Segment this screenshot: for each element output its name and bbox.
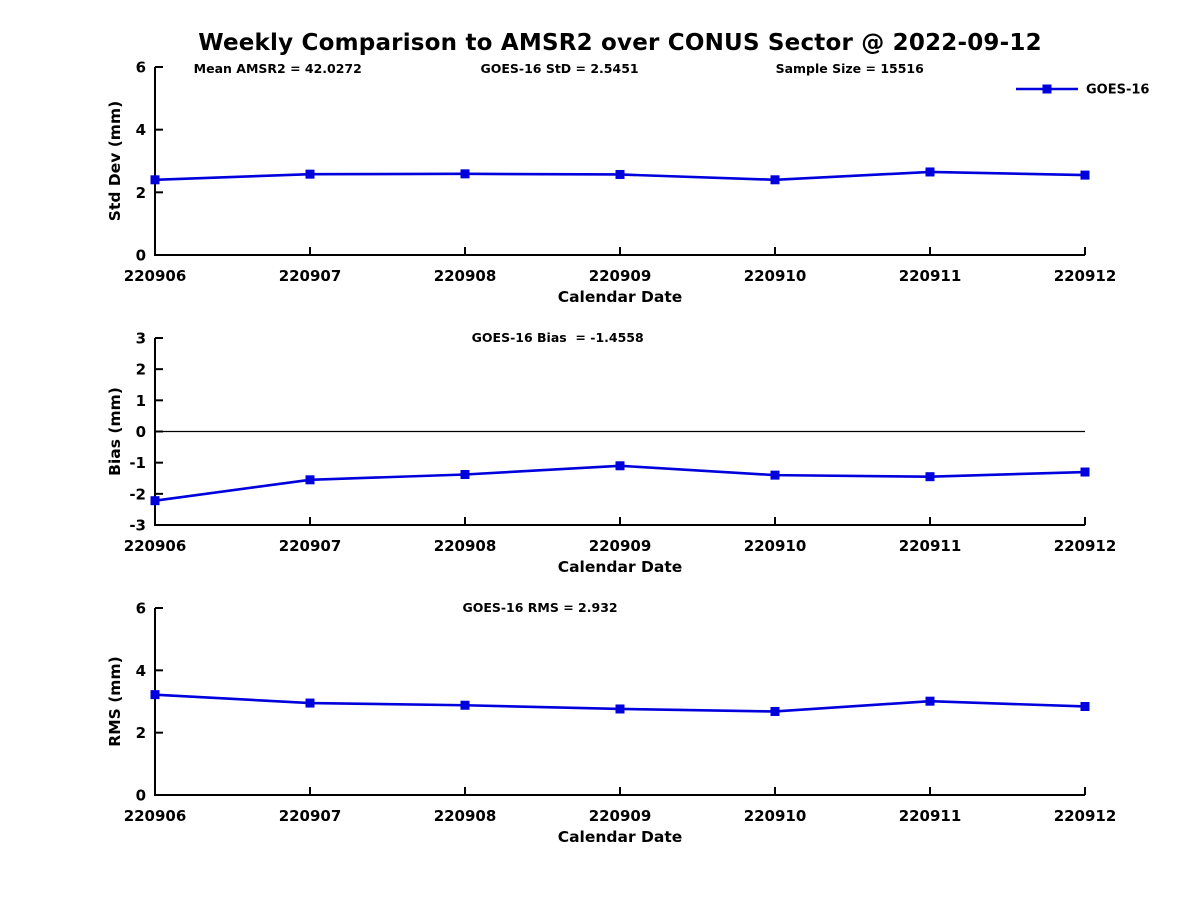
x-tick-label: 220910 [744,267,807,285]
y-tick-label: 4 [136,121,146,139]
data-point-marker [925,696,935,706]
data-point-marker [925,472,935,482]
chart-title: Weekly Comparison to AMSR2 over CONUS Se… [198,30,1042,56]
y-tick-label: 6 [136,600,146,618]
x-tick-label: 220911 [899,807,962,825]
subplot-rms: 0 2 4 6 220906 220907 220908 220909 220910 220911… [106,600,1116,847]
y-tick-label: -3 [129,517,146,535]
y-tick-label: 0 [136,423,146,441]
stat-annotation: Sample Size = 15516 [776,61,925,76]
stat-annotation: GOES-16 StD = 2.5451 [480,61,638,76]
data-point-marker [305,698,315,708]
x-tick-label: 220910 [744,537,807,555]
x-tick-label: 220909 [589,807,652,825]
x-tick-label: 220911 [899,537,962,555]
stat-annotation: Mean AMSR2 = 42.0272 [194,61,362,76]
subplot-std-dev: 0 2 4 6 220906 220907 220908 220909 220910 220911… [106,59,1116,307]
x-tick-label: 220912 [1054,537,1117,555]
data-line [154,464,1086,502]
x-tick-label: 220907 [279,807,342,825]
x-axis-title: Calendar Date [558,558,683,576]
data-point-marker [1080,467,1090,477]
x-tick-label: 220909 [589,537,652,555]
y-tick-label: 0 [136,247,146,265]
data-point-marker [460,470,470,480]
data-point-marker [615,704,625,714]
data-point-marker [770,470,780,480]
x-tick-label: 220907 [279,267,342,285]
y-tick-label: -2 [129,485,146,503]
y-tick-label: -1 [129,454,146,472]
data-point-marker [305,169,315,179]
x-tick-label: 220906 [124,807,187,825]
x-tick-label: 220912 [1054,267,1117,285]
data-point-marker [1080,170,1090,180]
y-tick-label: 2 [136,724,146,742]
y-tick-label: 1 [136,392,146,410]
y-tick-label: 6 [136,59,146,77]
x-tick-label: 220907 [279,537,342,555]
data-point-marker [615,169,625,179]
legend-label: GOES-16 [1086,83,1149,98]
x-axis-title: Calendar Date [558,288,683,306]
y-tick-label: 0 [136,787,146,805]
legend: GOES-16 [1016,83,1149,98]
data-point-marker [150,496,160,506]
y-tick-label: 2 [136,361,146,379]
data-point-marker [305,475,315,485]
y-axis-title: Bias (mm) [106,387,124,476]
data-point-marker [150,175,160,185]
x-tick-label: 220906 [124,267,187,285]
y-axis-title: Std Dev (mm) [106,101,124,221]
x-tick-label: 220908 [434,537,497,555]
data-point-marker [150,690,160,700]
data-point-marker [1080,701,1090,711]
data-point-marker [460,169,470,179]
data-point-marker [770,706,780,716]
stat-annotation: GOES-16 RMS = 2.932 [462,600,617,615]
y-axis-title: RMS (mm) [106,656,124,746]
y-tick-label: 3 [136,330,146,348]
stat-annotation: GOES-16 Bias = -1.4558 [472,330,644,345]
subplot-bias: -3 -2 -1 0 1 2 3 220906 220907 220908 220909 220910… [106,330,1116,577]
x-tick-label: 220908 [434,807,497,825]
x-axis-title: Calendar Date [558,828,683,846]
x-tick-label: 220911 [899,267,962,285]
data-point-marker [770,175,780,185]
data-point-marker [615,461,625,471]
y-tick-label: 4 [136,662,146,680]
x-tick-label: 220906 [124,537,187,555]
x-tick-label: 220909 [589,267,652,285]
data-point-marker [460,700,470,710]
x-tick-label: 220910 [744,807,807,825]
x-tick-label: 220908 [434,267,497,285]
x-tick-label: 220912 [1054,807,1117,825]
y-tick-label: 2 [136,184,146,202]
data-point-marker [925,167,935,177]
legend-marker [1042,84,1052,94]
